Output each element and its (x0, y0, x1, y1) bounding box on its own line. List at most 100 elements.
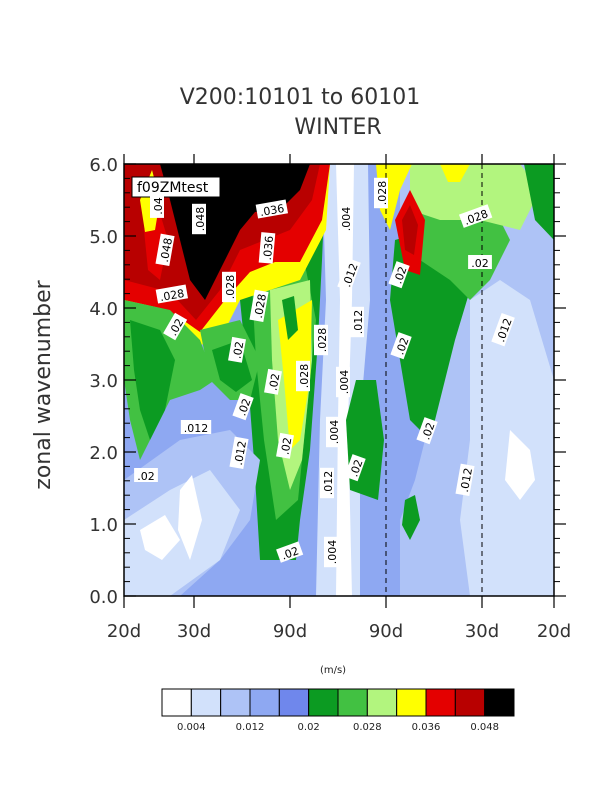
y-tick-label: 1.0 (89, 515, 118, 536)
y-tick-label: 4.0 (89, 299, 118, 320)
contour-fill (440, 164, 470, 182)
colorbar-swatch (366, 688, 398, 717)
contour-label: .012 (350, 306, 365, 338)
contour-label-box (390, 332, 412, 360)
contour-label: .02 (344, 454, 366, 482)
colorbar-swatch (484, 688, 515, 717)
contour-label-box (458, 204, 493, 228)
contour-label: .02 (276, 432, 295, 459)
contour-label: .02 (468, 255, 492, 270)
colorbar-swatch (396, 688, 427, 717)
y-tick-label: 6.0 (89, 155, 118, 176)
contour-label-text: .02 (280, 544, 301, 562)
contour-label-text: .004 (328, 420, 341, 445)
chart-title: V200:10101 to 60101 (180, 85, 421, 110)
contour-label-text: .012 (232, 440, 249, 466)
contour-label: .02 (390, 332, 412, 360)
x-tick-label: 20d (537, 621, 571, 642)
contour-label-box (314, 324, 328, 356)
contour-label-box (150, 194, 164, 218)
colorbar-swatch (454, 688, 486, 717)
contour-label-box (388, 261, 410, 289)
colorbar-label: 0.02 (298, 722, 320, 733)
contour-label-box (416, 417, 438, 445)
contour-label: .028 (374, 177, 389, 209)
colorbar-swatch (425, 688, 456, 717)
contour-label-text: .02 (267, 372, 283, 391)
contour-label-box (155, 233, 175, 267)
y-axis: 0.0 1.0 2.0 3.0 4.0 5.0 6.0 (89, 155, 566, 608)
contour-label-box (468, 255, 492, 269)
colorbar-label: 0.048 (470, 722, 499, 733)
contour-label: .028 (296, 360, 311, 392)
contour-fill (346, 380, 384, 500)
contour-label: .028 (222, 271, 237, 303)
legend-tag: f09ZMtest (137, 180, 209, 196)
contour-label: .04 (150, 194, 165, 218)
y-tick-label: 5.0 (89, 227, 118, 248)
contour-label: .02 (264, 368, 283, 395)
contour-label-box (155, 284, 189, 304)
contour-label-box (134, 468, 158, 482)
contour-label-box (276, 432, 294, 459)
contour-fill (524, 164, 554, 240)
contour-label-text: .02 (137, 470, 155, 483)
contour-label-box (326, 416, 340, 448)
contour-label: .028 (314, 324, 329, 356)
contour-label-box (338, 203, 352, 235)
contour-label-text: .028 (298, 364, 311, 389)
contour-label-text: .02 (419, 421, 437, 442)
contour-label-text: .02 (235, 397, 253, 418)
contour-label-text: .004 (326, 540, 339, 565)
contour-label: .004 (326, 416, 341, 448)
colorbar-swatch (337, 688, 368, 717)
contour-label-box (337, 257, 361, 292)
contour-label: .012 (455, 463, 475, 497)
contour-label-box (229, 436, 249, 470)
x-tick-label: 20d (107, 621, 141, 642)
contour-label: .036 (255, 199, 289, 219)
contour-label-text: .028 (316, 328, 329, 353)
y-tick-label: 2.0 (89, 443, 118, 464)
contour-label: .048 (155, 233, 175, 267)
colorbar-swatch (278, 688, 310, 717)
contour-label-text: .028 (224, 275, 237, 300)
contour-label: .012 (320, 467, 335, 499)
legend-tag-box (131, 176, 221, 198)
contour-fill (140, 515, 180, 560)
contour-label-text: .004 (338, 370, 351, 395)
contour-label-text: .04 (152, 197, 165, 215)
colorbar-label: 0.004 (177, 722, 206, 733)
contour-fill (178, 475, 202, 560)
contour-fill (282, 296, 298, 340)
contour-fill (278, 300, 312, 450)
colorbar-swatch (249, 688, 280, 717)
contour-label-text: .02 (393, 336, 411, 357)
contour-label-box (276, 541, 304, 563)
contour-fill (402, 495, 420, 540)
contour-label-text: .02 (231, 340, 247, 359)
contour-label-box (249, 289, 269, 323)
contour-label-text: .036 (259, 202, 285, 219)
x-tick-label: 90d (369, 621, 403, 642)
contour-label: .004 (336, 366, 351, 398)
contour-label-box (491, 312, 515, 347)
contour-label-text: .004 (340, 207, 353, 232)
contour-label-box (374, 177, 388, 209)
contour-label-box (455, 463, 475, 497)
contour-label-box (232, 393, 254, 421)
contour-label: .02 (276, 541, 304, 563)
colorbar-swatch (220, 688, 251, 717)
contour-label-box (255, 199, 289, 219)
contour-fill (460, 280, 554, 596)
contour-label: .012 (180, 420, 212, 435)
x-tick-label: 30d (465, 621, 499, 642)
contour-label-text: .048 (194, 207, 207, 232)
colorbar-swatch (308, 688, 339, 717)
contour-label: .028 (249, 289, 269, 323)
contour-label-box (336, 366, 350, 398)
contour-label: .02 (416, 417, 438, 445)
contour-label-text: .02 (347, 458, 365, 479)
contour-label-text: .02 (279, 436, 295, 455)
colorbar-swatch (161, 688, 192, 717)
